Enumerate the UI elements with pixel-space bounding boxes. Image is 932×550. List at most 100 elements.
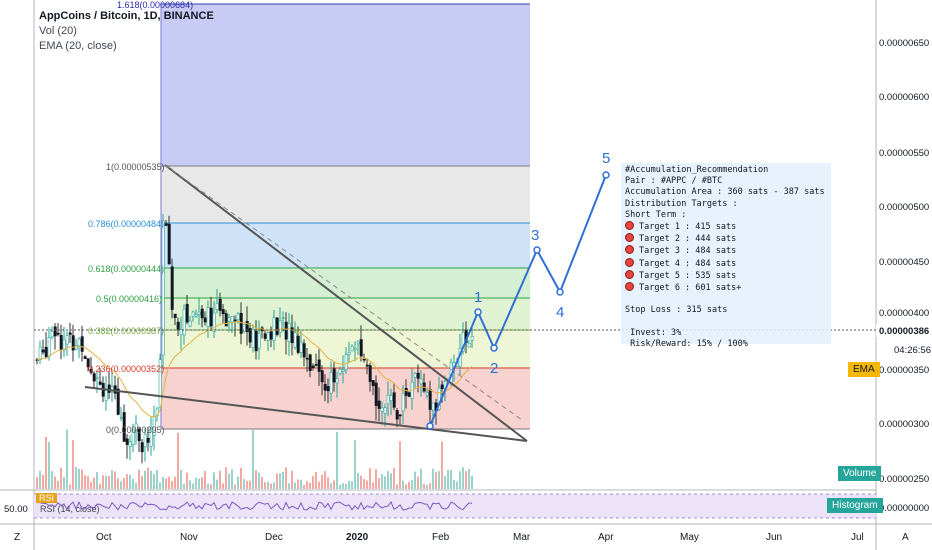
volume-bar [144, 470, 146, 489]
volume-bar [108, 476, 110, 489]
chart-legend[interactable]: AppCoins / Bitcoin, 1D, BINANCE Vol (20)… [39, 9, 214, 54]
ema-indicator-label[interactable]: EMA (20, close) [39, 40, 117, 52]
volume-bar [339, 484, 341, 489]
wave-point-1[interactable] [474, 308, 482, 316]
wave-point-0[interactable] [426, 422, 434, 430]
volume-bar [168, 476, 170, 489]
volume-bar [213, 472, 215, 489]
candle-body [317, 359, 321, 372]
volume-bar [48, 441, 50, 489]
auto-scale-a[interactable]: A [902, 532, 909, 543]
candle-body [116, 388, 120, 415]
candle-body [347, 352, 351, 355]
volume-bar [402, 480, 404, 489]
volume-bar [141, 476, 143, 489]
candle-body [263, 333, 267, 339]
rsi-badge[interactable]: RSI [36, 493, 58, 503]
volume-badge[interactable]: Volume [838, 466, 882, 481]
candle-body [65, 335, 69, 345]
volume-bar [408, 481, 410, 489]
candle-body [185, 303, 189, 323]
volume-bar [306, 481, 308, 489]
candle-body [224, 313, 228, 327]
volume-bar [156, 470, 158, 489]
wave-point-4[interactable] [556, 288, 564, 296]
price-tick-650: 0.00000650 [879, 38, 929, 49]
candle-body [425, 392, 429, 396]
volume-bar [126, 474, 128, 489]
ema-line [36, 320, 473, 418]
candle-body [362, 358, 366, 361]
fib-label-05: 0.5(0.00000416) [96, 294, 162, 304]
volume-bar [72, 440, 74, 489]
volume-bar [207, 483, 209, 489]
volume-bar [204, 470, 206, 489]
candle-body [395, 410, 399, 420]
candle-body [227, 317, 231, 322]
wave-point-2[interactable] [490, 344, 498, 352]
volume-bar [225, 467, 227, 489]
symbol-title[interactable]: AppCoins / Bitcoin, 1D, BINANCE [39, 10, 214, 22]
candle-body [272, 317, 276, 341]
candle-body [215, 302, 219, 310]
candle-body [413, 373, 417, 378]
zoom-reset-z[interactable]: Z [14, 532, 20, 543]
candle-body [428, 389, 432, 410]
wave-point-3[interactable] [533, 246, 541, 254]
candle-body [380, 407, 384, 412]
candle-body [392, 392, 396, 408]
candle-body [467, 342, 471, 348]
time-tick-may: May [680, 532, 699, 543]
candle-body [284, 321, 288, 340]
volume-bar [267, 481, 269, 489]
histogram-badge[interactable]: Histogram [827, 498, 883, 513]
volume-bar [75, 467, 77, 489]
volume-bar [147, 467, 149, 489]
volume-bar [237, 476, 239, 489]
elliott-wave-path [429, 174, 607, 427]
candle-body [50, 331, 54, 338]
candle-body [332, 368, 336, 383]
candle-body [287, 323, 291, 342]
wave-point-5[interactable] [602, 171, 610, 179]
ema-badge[interactable]: EMA [848, 362, 880, 377]
candle-body [299, 342, 303, 353]
volume-bar [438, 471, 440, 489]
volume-bar [42, 474, 44, 489]
rsi-value: 50.00 [4, 504, 28, 515]
candle-body [182, 308, 186, 336]
candle-body [173, 313, 177, 318]
volume-bar [303, 484, 305, 489]
volume-bar [324, 471, 326, 489]
time-tick-mar: Mar [513, 532, 531, 543]
volume-bars [36, 429, 473, 489]
volume-bar [135, 483, 137, 489]
vol-indicator-label[interactable]: Vol (20) [39, 25, 77, 37]
volume-bar [117, 478, 119, 489]
volume-bar [159, 482, 161, 489]
volume-bar [372, 482, 374, 489]
candle-body [365, 364, 369, 367]
wave-label-3: 3 [531, 227, 539, 244]
candle-body [203, 317, 207, 323]
candle-body [77, 338, 81, 347]
volume-bar [258, 472, 260, 489]
volume-bar [243, 479, 245, 489]
price-tick-0: 0.00000000 [879, 503, 929, 514]
note-invest: Invest: 3% [625, 327, 682, 338]
volume-bar [57, 480, 59, 489]
volume-bar [177, 432, 179, 489]
volume-bar [78, 468, 80, 489]
wave-label-1: 1 [474, 289, 482, 306]
volume-bar [69, 484, 71, 489]
volume-bar [411, 480, 413, 489]
fib-label-0618: 0.618(0.00000444) [88, 264, 164, 274]
note-dist: Distribution Targets : [625, 198, 738, 209]
recommendation-note[interactable]: #Accumulation_Recommendation Pair : #APPC… [621, 163, 831, 349]
candle-body [248, 328, 252, 343]
volume-bar [174, 476, 176, 489]
fib-zone-1618 [161, 4, 530, 166]
candle-body [257, 332, 261, 349]
